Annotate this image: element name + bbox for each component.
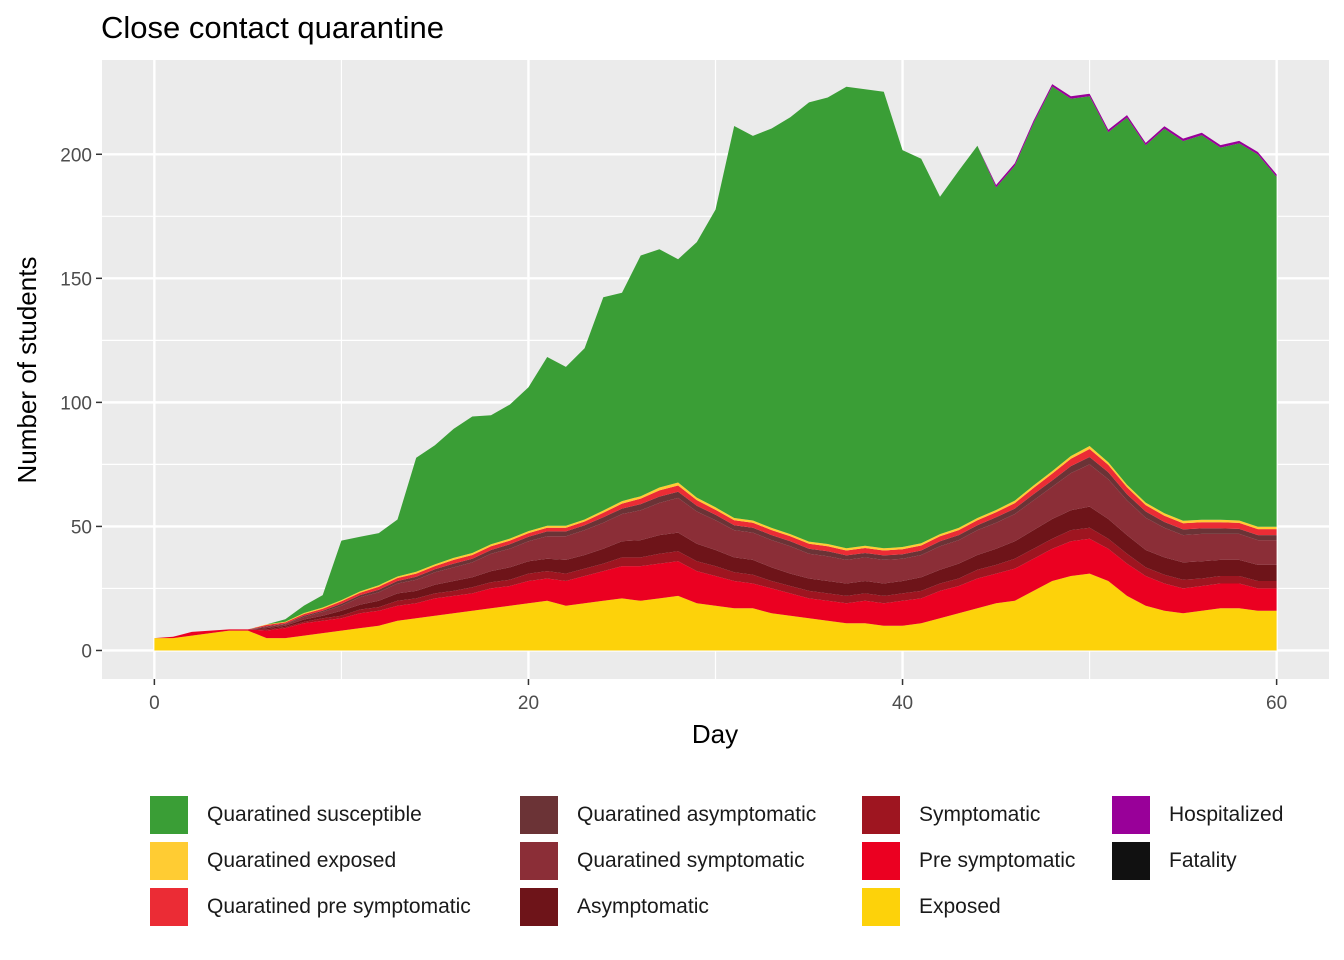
legend-item: Pre symptomatic xyxy=(860,838,1110,884)
stacked-areas xyxy=(154,84,1277,651)
area-quaratined-susceptible xyxy=(154,86,1277,639)
legend-key xyxy=(518,840,560,882)
area-pre-symptomatic xyxy=(154,538,1277,639)
legend-label: Pre symptomatic xyxy=(919,849,1076,872)
legend: Quaratined susceptible Quaratined exposed… xyxy=(148,792,1310,930)
legend-item: Hospitalized xyxy=(1110,792,1310,838)
y-tick-label: 200 xyxy=(60,145,92,166)
legend-key xyxy=(1110,794,1152,836)
legend-key xyxy=(860,840,902,882)
legend-item: Fatality xyxy=(1110,838,1310,884)
legend-key xyxy=(148,840,190,882)
legend-label: Symptomatic xyxy=(919,803,1041,826)
legend-key xyxy=(518,886,560,928)
x-tick-label: 0 xyxy=(149,693,160,714)
x-axis-ticks: 0 20 40 60 xyxy=(149,679,1287,714)
legend-label: Asymptomatic xyxy=(577,895,709,918)
x-tick-label: 20 xyxy=(518,693,539,714)
y-axis-ticks: 0 50 100 150 200 xyxy=(60,145,102,662)
legend-label: Fatality xyxy=(1169,849,1237,872)
legend-label: Quaratined pre symptomatic xyxy=(207,895,471,918)
y-tick-label: 0 xyxy=(81,641,92,662)
legend-item: Quaratined pre symptomatic xyxy=(148,884,518,930)
legend-key xyxy=(518,794,560,836)
legend-key xyxy=(1110,840,1152,882)
x-axis-title: Day xyxy=(692,719,738,749)
legend-label: Hospitalized xyxy=(1169,803,1284,826)
legend-key xyxy=(860,886,902,928)
area-exposed xyxy=(154,573,1277,651)
legend-key xyxy=(148,794,190,836)
y-tick-label: 150 xyxy=(60,269,92,290)
legend-item: Quaratined symptomatic xyxy=(518,838,860,884)
chart-title: Close contact quarantine xyxy=(101,10,444,45)
x-tick-label: 60 xyxy=(1266,693,1287,714)
legend-item: Quaratined exposed xyxy=(148,838,518,884)
legend-label: Quaratined exposed xyxy=(207,849,397,872)
chart-svg: 0 20 40 60 0 50 100 150 200 Day Number of stude… xyxy=(12,60,1329,749)
y-axis-title: Number of students xyxy=(12,257,42,484)
legend-label: Quaratined susceptible xyxy=(207,803,422,826)
legend-key xyxy=(860,794,902,836)
y-tick-label: 100 xyxy=(60,393,92,414)
legend-item: Quaratined asymptomatic xyxy=(518,792,860,838)
legend-label: Exposed xyxy=(919,895,1001,918)
legend-item: Asymptomatic xyxy=(518,884,860,930)
legend-key xyxy=(148,886,190,928)
x-tick-label: 40 xyxy=(892,693,913,714)
legend-item: Quaratined susceptible xyxy=(148,792,518,838)
legend-label: Quaratined symptomatic xyxy=(577,849,805,872)
legend-item: Symptomatic xyxy=(860,792,1110,838)
y-tick-label: 50 xyxy=(71,517,92,538)
legend-label: Quaratined asymptomatic xyxy=(577,803,817,826)
legend-item: Exposed xyxy=(860,884,1110,930)
